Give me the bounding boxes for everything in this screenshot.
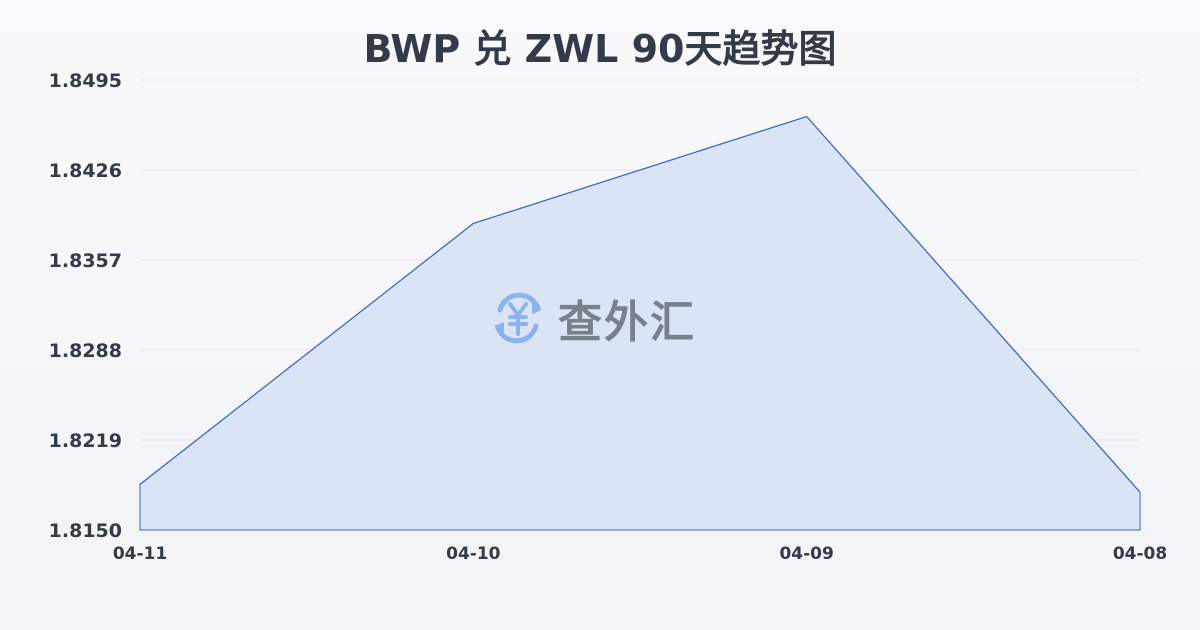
x-tick-label: 04-09	[779, 544, 833, 564]
x-tick-label: 04-10	[446, 544, 501, 564]
y-tick-label: 1.8219	[49, 430, 122, 452]
y-tick-label: 1.8150	[49, 520, 122, 542]
y-tick-label: 1.8495	[49, 70, 122, 92]
watermark-text: 查外汇	[558, 297, 696, 348]
yen-exchange-icon	[494, 292, 542, 344]
y-tick-label: 1.8357	[49, 250, 122, 272]
watermark: 查外汇	[488, 286, 696, 350]
series-line	[139, 115, 1141, 493]
y-tick-label: 1.8426	[49, 160, 122, 182]
x-tick-label: 04-11	[113, 544, 167, 564]
y-tick-label: 1.8288	[49, 340, 122, 362]
chart-title: BWP 兑 ZWL 90天趋势图	[363, 27, 837, 71]
x-tick-label: 04-08	[1113, 544, 1167, 564]
